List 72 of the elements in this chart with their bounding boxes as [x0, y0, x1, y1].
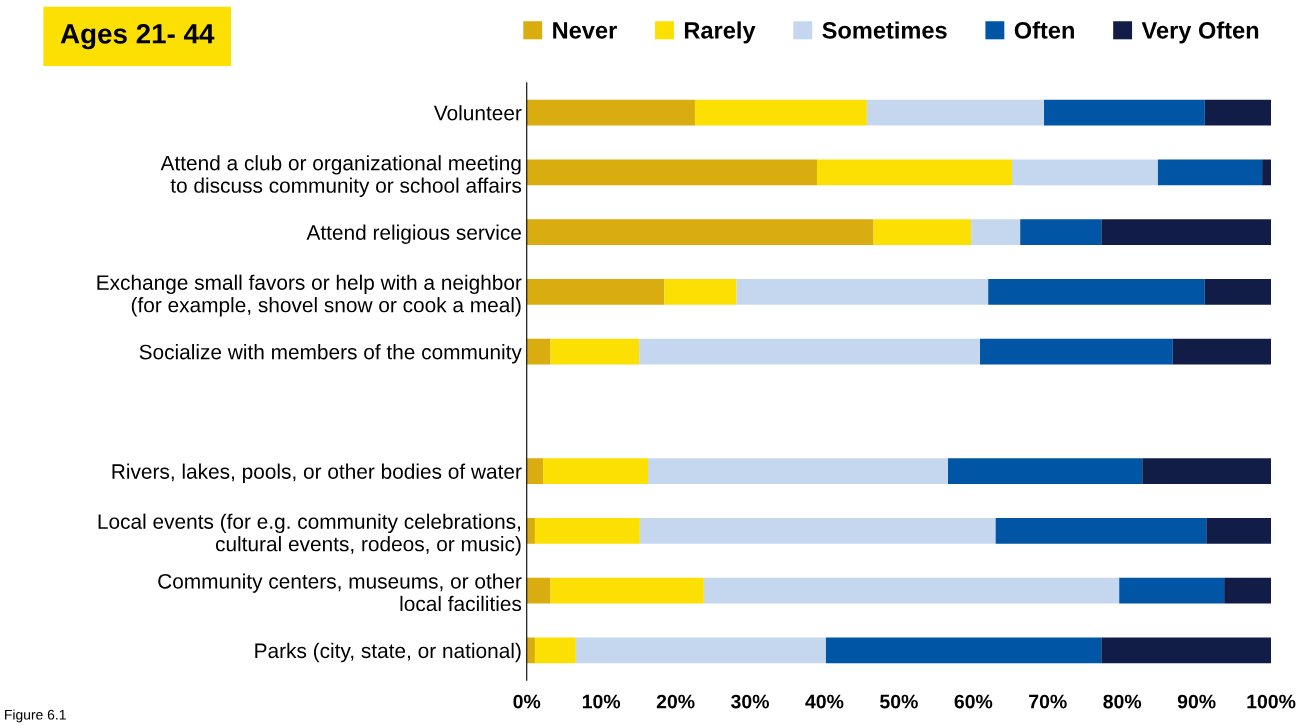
bar — [1204, 279, 1272, 305]
bar — [694, 99, 867, 126]
bar — [639, 518, 996, 544]
x-tick-label: 100% — [1247, 694, 1296, 709]
x-tick-label: 40% — [805, 694, 844, 709]
bar — [534, 637, 576, 664]
bar — [648, 458, 949, 484]
bar — [526, 637, 535, 664]
bar — [575, 637, 826, 664]
y-tick-label: Rivers, lakes, pools, or other bodies of water — [112, 463, 522, 484]
bar — [526, 279, 665, 305]
y-tick-label: Parks (city, state, or national) — [255, 642, 521, 663]
bar — [1224, 577, 1272, 604]
bar — [817, 159, 1013, 186]
x-tick-label: 70% — [1029, 694, 1067, 709]
bar — [550, 338, 640, 365]
bar — [1012, 159, 1158, 186]
bar — [543, 458, 649, 484]
bar — [703, 577, 1120, 604]
bar — [1262, 159, 1272, 186]
y-tick-label: Attend religious service — [306, 224, 521, 245]
legend-label: Never — [553, 22, 617, 39]
x-tick-label: 10% — [582, 694, 621, 709]
bar — [550, 577, 704, 604]
bar — [825, 637, 1102, 664]
bar — [526, 577, 551, 604]
x-tick-label: 80% — [1103, 694, 1142, 709]
legend-label: Rarely — [684, 21, 756, 44]
bar — [971, 219, 1021, 245]
bar — [1101, 219, 1272, 245]
bar — [988, 279, 1205, 305]
y-tick-label: Exchange small favors or help with a neighbor (for example, shovel snow or cook a meal) — [97, 274, 522, 317]
bar — [1142, 458, 1272, 484]
bar — [1044, 99, 1205, 126]
bar — [1206, 518, 1272, 544]
bar — [1204, 99, 1272, 126]
y-tick-label: Community centers, museums, or other local facilities — [158, 573, 522, 612]
bar — [1157, 159, 1263, 186]
bar — [995, 518, 1207, 544]
text: Ages 21- 44 — [60, 23, 215, 50]
bar — [873, 219, 972, 245]
caption: Figure 6.1 — [5, 709, 66, 723]
legend-label: Often — [1014, 21, 1074, 39]
x-tick-label: 0% — [513, 694, 541, 709]
y-tick-label: Local events (for e.g. community celebrations, cultural events, rodeos, or music) — [98, 513, 521, 556]
bar — [526, 338, 551, 365]
bar — [664, 279, 737, 305]
x-tick-label: 30% — [731, 694, 769, 709]
bar — [1119, 577, 1225, 604]
y-tick-label: Volunteer — [433, 105, 522, 121]
bar — [526, 518, 535, 544]
bar — [1172, 338, 1272, 365]
bar — [736, 279, 989, 305]
bar — [866, 99, 1045, 126]
x-tick-label: 50% — [880, 694, 918, 709]
bar — [1020, 219, 1102, 245]
bar — [980, 338, 1173, 365]
x-tick-label: 20% — [656, 694, 695, 709]
bar — [526, 458, 544, 484]
y-tick-label: Attend a club or organizational meeting to discuss community or school affairs — [160, 155, 522, 197]
bar — [1101, 637, 1272, 664]
bar — [948, 458, 1143, 484]
x-tick-label: 90% — [1177, 694, 1216, 709]
legend-label: Sometimes — [822, 21, 947, 39]
x-tick-label: 60% — [954, 694, 993, 709]
bar — [639, 338, 981, 365]
bar — [526, 99, 695, 126]
bar — [526, 159, 818, 186]
bar — [526, 219, 874, 245]
y-tick-label: Socialize with members of the community — [139, 344, 522, 364]
legend-label: Very Often — [1141, 21, 1259, 44]
bar — [534, 518, 640, 544]
